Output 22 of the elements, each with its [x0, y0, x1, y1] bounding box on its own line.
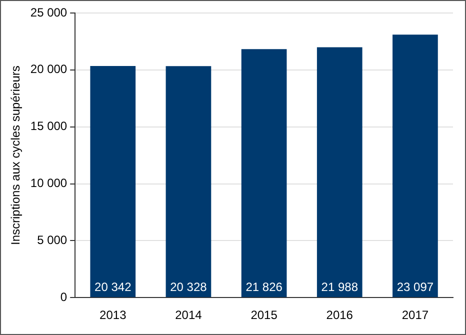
y-tick-label: 20 000	[30, 62, 68, 76]
x-tick-label: 2017	[402, 308, 429, 322]
x-tick-label: 2015	[250, 308, 278, 322]
bar	[241, 49, 287, 298]
y-tick-label: 15 000	[30, 119, 68, 134]
y-tick-label: 25 000	[30, 5, 68, 20]
data-label: 21 988	[321, 280, 358, 294]
y-tick-label: 10 000	[30, 176, 68, 190]
y-tick-label: 0	[60, 290, 68, 304]
bar	[166, 66, 212, 298]
data-label: 21 826	[246, 280, 283, 294]
data-label: 20 342	[94, 280, 132, 294]
y-axis-title: Inscriptions aux cycles supérieurs	[8, 66, 23, 246]
bar	[316, 47, 362, 298]
bar	[392, 34, 438, 298]
x-tick-label: 2016	[326, 308, 354, 322]
bar	[90, 66, 136, 298]
x-tick-label: 2014	[175, 308, 202, 322]
data-label: 23 097	[396, 280, 434, 294]
x-tick-label: 2013	[100, 308, 127, 322]
data-label: 20 328	[170, 280, 208, 294]
y-tick-label: 5 000	[37, 232, 68, 247]
